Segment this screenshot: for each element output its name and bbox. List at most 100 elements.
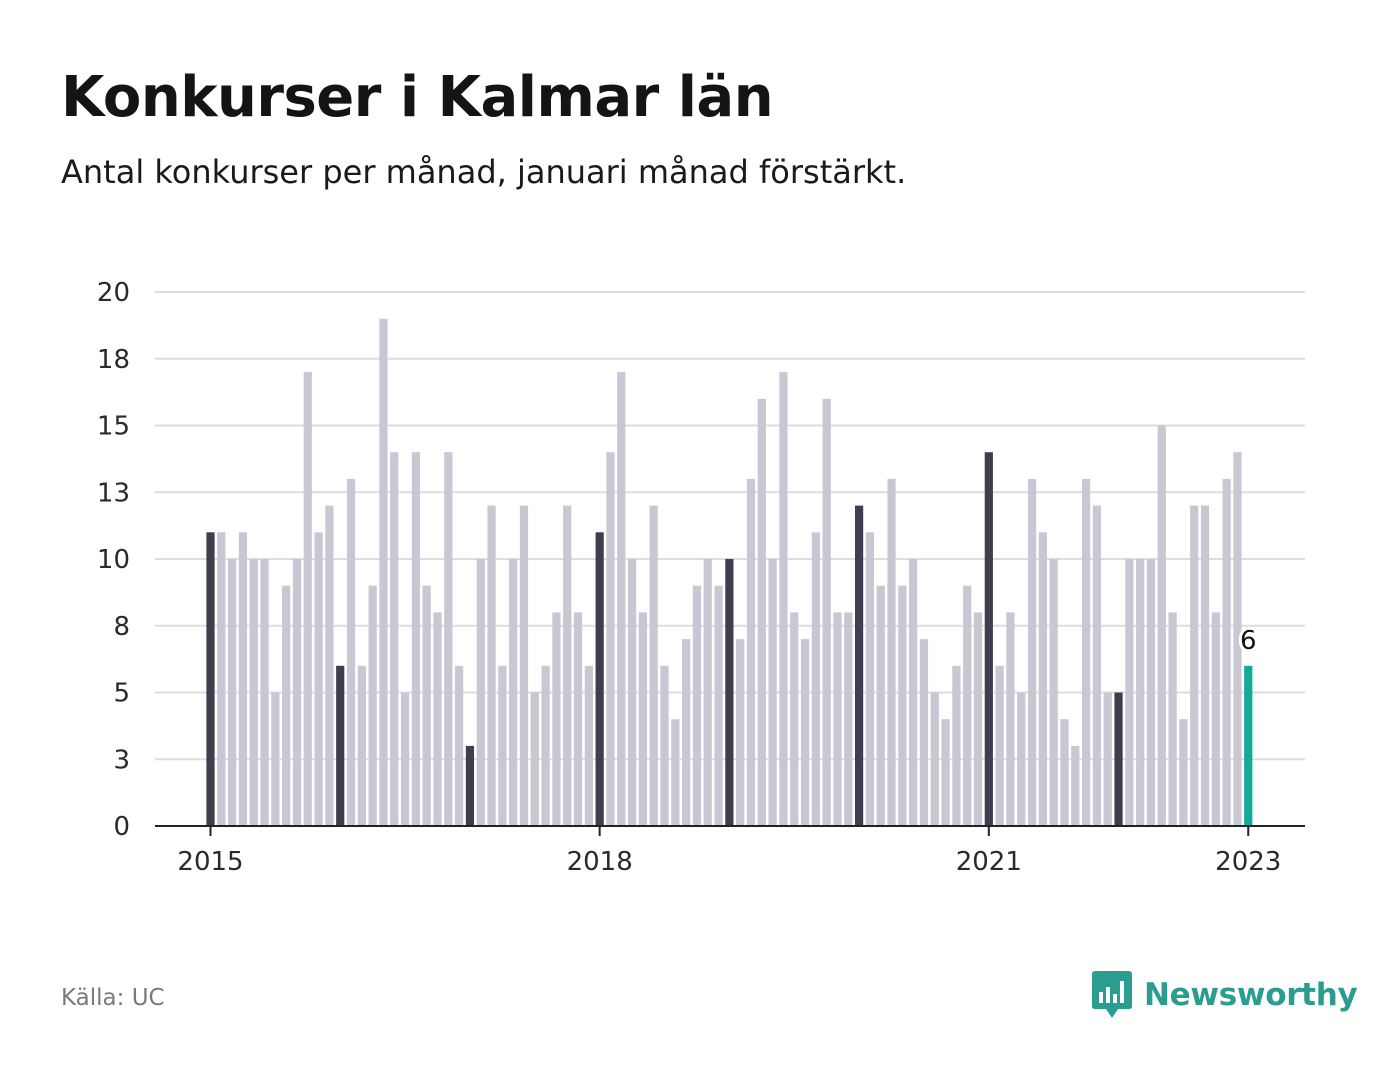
bar	[552, 612, 561, 826]
bar	[963, 585, 972, 826]
bar	[941, 719, 950, 826]
bar	[822, 398, 831, 826]
bar	[1200, 505, 1210, 826]
bar	[1146, 559, 1156, 826]
bar	[736, 639, 745, 826]
bar	[1211, 612, 1220, 826]
bar	[779, 372, 788, 826]
latest-value-label: 6	[1240, 626, 1257, 656]
bar	[1006, 612, 1015, 826]
x-tick-label: 2023	[1215, 847, 1281, 877]
bar-january	[465, 745, 475, 826]
y-tick-label: 3	[113, 745, 130, 775]
bar-january	[1114, 692, 1123, 826]
bar	[898, 585, 907, 826]
bar	[811, 532, 820, 826]
bar-january	[984, 452, 993, 826]
bar	[1027, 478, 1037, 826]
bar	[249, 559, 258, 826]
bar	[217, 532, 226, 826]
bar	[509, 559, 518, 826]
bar	[757, 398, 766, 826]
bar	[671, 719, 680, 826]
logo-text: Newsworthy	[1144, 977, 1358, 1013]
bar	[1179, 719, 1188, 826]
bar	[833, 612, 842, 826]
bar	[865, 532, 875, 826]
bar	[411, 452, 420, 826]
x-tick-label: 2021	[956, 847, 1022, 877]
bar	[800, 639, 810, 826]
bar	[379, 318, 388, 826]
bar	[887, 478, 896, 826]
bar	[919, 639, 929, 826]
bar	[790, 612, 799, 826]
bar	[1103, 692, 1112, 826]
bar	[714, 585, 723, 826]
bar	[1222, 478, 1231, 826]
annotations: 6	[1237, 623, 1260, 659]
bar	[952, 665, 961, 826]
bar	[844, 612, 853, 826]
bar	[1017, 692, 1026, 826]
y-tick-label: 13	[97, 478, 130, 508]
bar	[1233, 452, 1242, 826]
bar	[271, 692, 280, 826]
chart-title: Konkurser i Kalmar län	[61, 65, 774, 130]
bar	[1125, 559, 1134, 826]
bar	[228, 559, 237, 826]
bar	[563, 505, 572, 826]
bar	[292, 559, 302, 826]
bar-latest	[1244, 665, 1253, 826]
y-tick-label: 20	[97, 278, 130, 308]
bar	[692, 585, 702, 826]
bar	[325, 505, 334, 826]
bar	[346, 478, 356, 826]
y-tick-label: 15	[97, 412, 130, 442]
y-tick-label: 10	[97, 545, 130, 575]
bar	[746, 478, 756, 826]
bar-january	[725, 559, 734, 826]
bar-chart-speech-bubble-icon	[1092, 971, 1132, 1018]
bar	[282, 585, 291, 826]
bar	[390, 452, 399, 826]
bar	[573, 612, 583, 826]
bar-january	[595, 532, 604, 826]
bar	[584, 665, 593, 826]
y-axis-labels: 0 3 5 8 10 13 15 18 20	[97, 278, 130, 842]
bar-january	[336, 665, 345, 826]
bar	[876, 585, 885, 826]
bar	[930, 692, 939, 826]
bar	[303, 372, 312, 826]
bar	[422, 585, 431, 826]
bar	[1190, 505, 1199, 826]
bar	[455, 665, 464, 826]
bar	[660, 665, 669, 826]
bar	[606, 452, 615, 826]
bar	[617, 372, 626, 826]
bar	[368, 585, 377, 826]
bar	[530, 692, 539, 826]
bar	[682, 639, 691, 826]
bar	[1060, 719, 1069, 826]
bar	[498, 665, 507, 826]
bars	[206, 318, 1253, 826]
bar	[703, 559, 712, 826]
x-tick-label: 2015	[177, 847, 243, 877]
bar	[476, 559, 485, 826]
bar	[314, 532, 323, 826]
bar	[1082, 478, 1091, 826]
bar	[1049, 559, 1058, 826]
bar	[400, 692, 410, 826]
bar	[444, 452, 453, 826]
y-tick-label: 8	[113, 612, 130, 642]
bar	[1157, 425, 1166, 826]
y-tick-label: 5	[113, 679, 130, 709]
bar	[973, 612, 983, 826]
bar	[433, 612, 442, 826]
bar	[627, 559, 637, 826]
x-axis	[155, 825, 1305, 836]
chart-subtitle: Antal konkurser per månad, januari månad…	[61, 153, 907, 191]
bar	[1168, 612, 1177, 826]
